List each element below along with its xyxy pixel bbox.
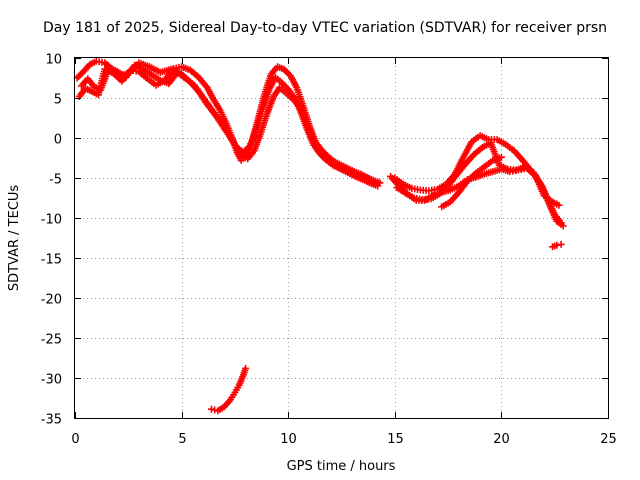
y-tick-label: -25 bbox=[41, 333, 62, 348]
x-tick-label: 10 bbox=[280, 432, 297, 447]
x-tick-label: 15 bbox=[387, 432, 404, 447]
y-tick-label: -15 bbox=[41, 253, 62, 268]
y-tick-label: -30 bbox=[41, 373, 62, 388]
data-point bbox=[242, 364, 250, 372]
data-point bbox=[497, 153, 505, 161]
data-point bbox=[559, 222, 567, 230]
x-tick-label: 0 bbox=[71, 432, 79, 447]
grid bbox=[75, 58, 608, 418]
series-track-i bbox=[549, 240, 565, 251]
y-tick-label: -5 bbox=[49, 173, 62, 188]
y-tick-label: -35 bbox=[41, 413, 62, 428]
series-track-f bbox=[387, 164, 563, 209]
y-tick-label: 5 bbox=[54, 93, 62, 108]
axes: 0 5 10 15 20 25 10 5 0 -5 -10 -15 -20 -25 -30 -35 bbox=[41, 53, 617, 448]
data-point bbox=[372, 180, 380, 188]
x-axis-title: GPS time / hours bbox=[287, 459, 396, 474]
y-tick-label: 0 bbox=[54, 133, 62, 148]
series-track-c bbox=[77, 61, 380, 188]
data-point bbox=[557, 240, 565, 248]
y-axis-title: SDTVAR / TECUs bbox=[7, 185, 22, 292]
chart-title: Day 181 of 2025, Sidereal Day-to-day VTE… bbox=[43, 20, 607, 36]
x-tick-label: 25 bbox=[600, 432, 617, 447]
x-tick-label: 20 bbox=[493, 432, 510, 447]
data-point bbox=[555, 201, 563, 209]
data-points bbox=[73, 57, 567, 415]
plot-frame bbox=[74, 57, 609, 419]
series-track-h bbox=[207, 364, 250, 415]
y-tick-label: -20 bbox=[41, 293, 62, 308]
y-tick-label: -10 bbox=[41, 213, 62, 228]
x-tick-label: 5 bbox=[178, 432, 186, 447]
series-track-g bbox=[438, 153, 505, 211]
y-tick-label: 10 bbox=[45, 53, 62, 68]
